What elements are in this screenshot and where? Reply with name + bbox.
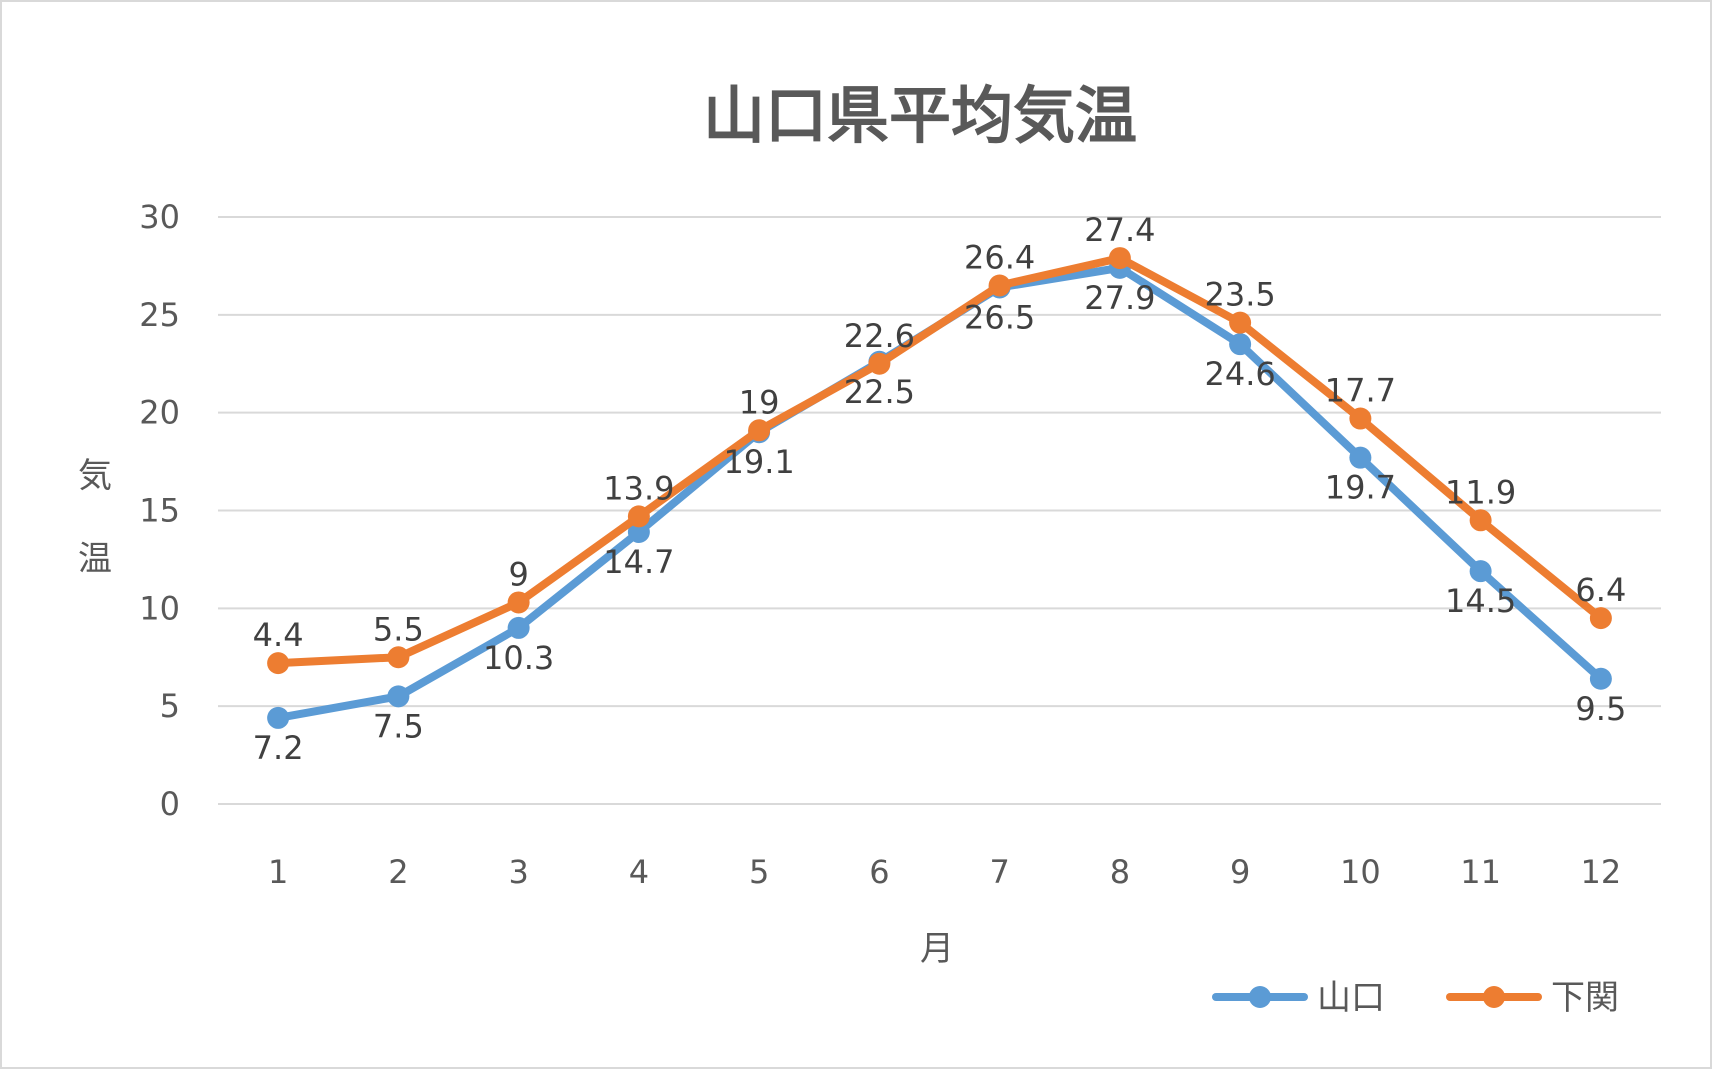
x-tick-label: 2 <box>388 853 408 891</box>
series-2 <box>267 247 1612 675</box>
x-tick-label: 3 <box>508 853 528 891</box>
data-label: 9 <box>508 555 528 593</box>
legend-label: 下関 <box>1551 978 1619 1018</box>
data-point <box>1349 446 1372 469</box>
x-tick-label: 7 <box>989 853 1009 891</box>
y-axis-label-char-2: 温 <box>78 539 112 579</box>
data-point <box>507 616 530 639</box>
y-tick-label: 30 <box>139 198 180 236</box>
y-tick-label: 20 <box>139 394 180 432</box>
data-point <box>748 419 771 442</box>
series-layer <box>267 247 1612 729</box>
data-label: 4.4 <box>253 616 304 654</box>
legend-marker <box>1249 986 1271 1008</box>
legend-item-1: 山口 <box>1212 978 1385 1018</box>
y-tick-label: 5 <box>160 687 180 725</box>
x-tick-label: 8 <box>1110 853 1130 891</box>
series-line <box>274 263 1605 722</box>
x-tick-label: 4 <box>629 853 649 891</box>
data-point <box>1349 407 1372 430</box>
data-label: 26.4 <box>964 238 1035 276</box>
data-point <box>387 685 410 708</box>
legend-label: 山口 <box>1317 978 1385 1018</box>
x-tick-label: 5 <box>749 853 769 891</box>
data-point <box>387 646 410 669</box>
data-point <box>507 591 530 614</box>
data-point <box>1589 607 1612 630</box>
data-label: 23.5 <box>1205 276 1276 314</box>
data-point <box>267 706 290 729</box>
legend-marker <box>1483 986 1505 1008</box>
data-label: 19.1 <box>724 443 795 481</box>
data-label: 5.5 <box>373 610 424 648</box>
data-label: 27.9 <box>1084 279 1155 317</box>
data-label: 11.9 <box>1445 473 1516 511</box>
x-tick-label: 9 <box>1230 853 1250 891</box>
data-point <box>1229 333 1252 356</box>
data-point <box>627 505 650 528</box>
data-point <box>1469 560 1492 583</box>
legend: 山口 下関 <box>1212 978 1619 1018</box>
data-point <box>1108 247 1131 270</box>
data-point <box>1469 509 1492 532</box>
y-axis-label: 気 温 <box>78 456 112 579</box>
data-point <box>868 352 891 375</box>
y-tick-label: 25 <box>139 296 180 334</box>
data-label: 26.5 <box>964 298 1035 336</box>
data-label: 13.9 <box>603 469 674 507</box>
data-point <box>627 521 650 544</box>
x-tick-label: 12 <box>1581 853 1622 891</box>
y-tick-label: 0 <box>160 785 180 823</box>
y-axis-label-char-1: 気 <box>78 456 112 496</box>
data-label: 24.6 <box>1205 355 1276 393</box>
y-axis-ticks: 0 5 10 15 20 25 30 <box>139 198 180 823</box>
data-label: 17.7 <box>1325 372 1396 410</box>
data-label: 27.4 <box>1084 211 1155 249</box>
data-label: 7.2 <box>253 729 304 767</box>
x-axis-label: 月 <box>920 929 954 969</box>
x-tick-label: 10 <box>1340 853 1381 891</box>
data-label: 14.7 <box>603 543 674 581</box>
data-label: 10.3 <box>483 639 554 677</box>
x-tick-label: 1 <box>268 853 288 891</box>
data-labels: 4.4 5.5 9 13.9 19 22.6 26.4 27.4 23.5 17.7 11.9 6.4… <box>253 211 1627 767</box>
chart-title: 山口県平均気温 <box>703 79 1137 152</box>
x-tick-label: 11 <box>1460 853 1501 891</box>
series-line <box>274 254 1605 668</box>
y-tick-label: 15 <box>139 492 180 530</box>
data-label: 9.5 <box>1575 690 1626 728</box>
data-point <box>267 652 290 675</box>
data-label: 22.5 <box>844 373 915 411</box>
data-label: 14.5 <box>1445 582 1516 620</box>
data-label: 22.6 <box>844 317 915 355</box>
data-label: 19 <box>739 383 780 421</box>
data-label: 19.7 <box>1325 469 1396 507</box>
x-axis-ticks: 1 2 3 4 5 6 7 8 9 10 11 12 <box>268 853 1621 891</box>
legend-item-2: 下関 <box>1446 978 1619 1018</box>
data-point <box>1229 311 1252 334</box>
data-point <box>1589 667 1612 690</box>
x-tick-label: 6 <box>869 853 889 891</box>
data-label: 7.5 <box>373 707 424 745</box>
data-point <box>988 274 1011 297</box>
gridlines <box>218 216 1661 805</box>
y-tick-label: 10 <box>139 589 180 627</box>
data-label: 6.4 <box>1575 571 1626 609</box>
